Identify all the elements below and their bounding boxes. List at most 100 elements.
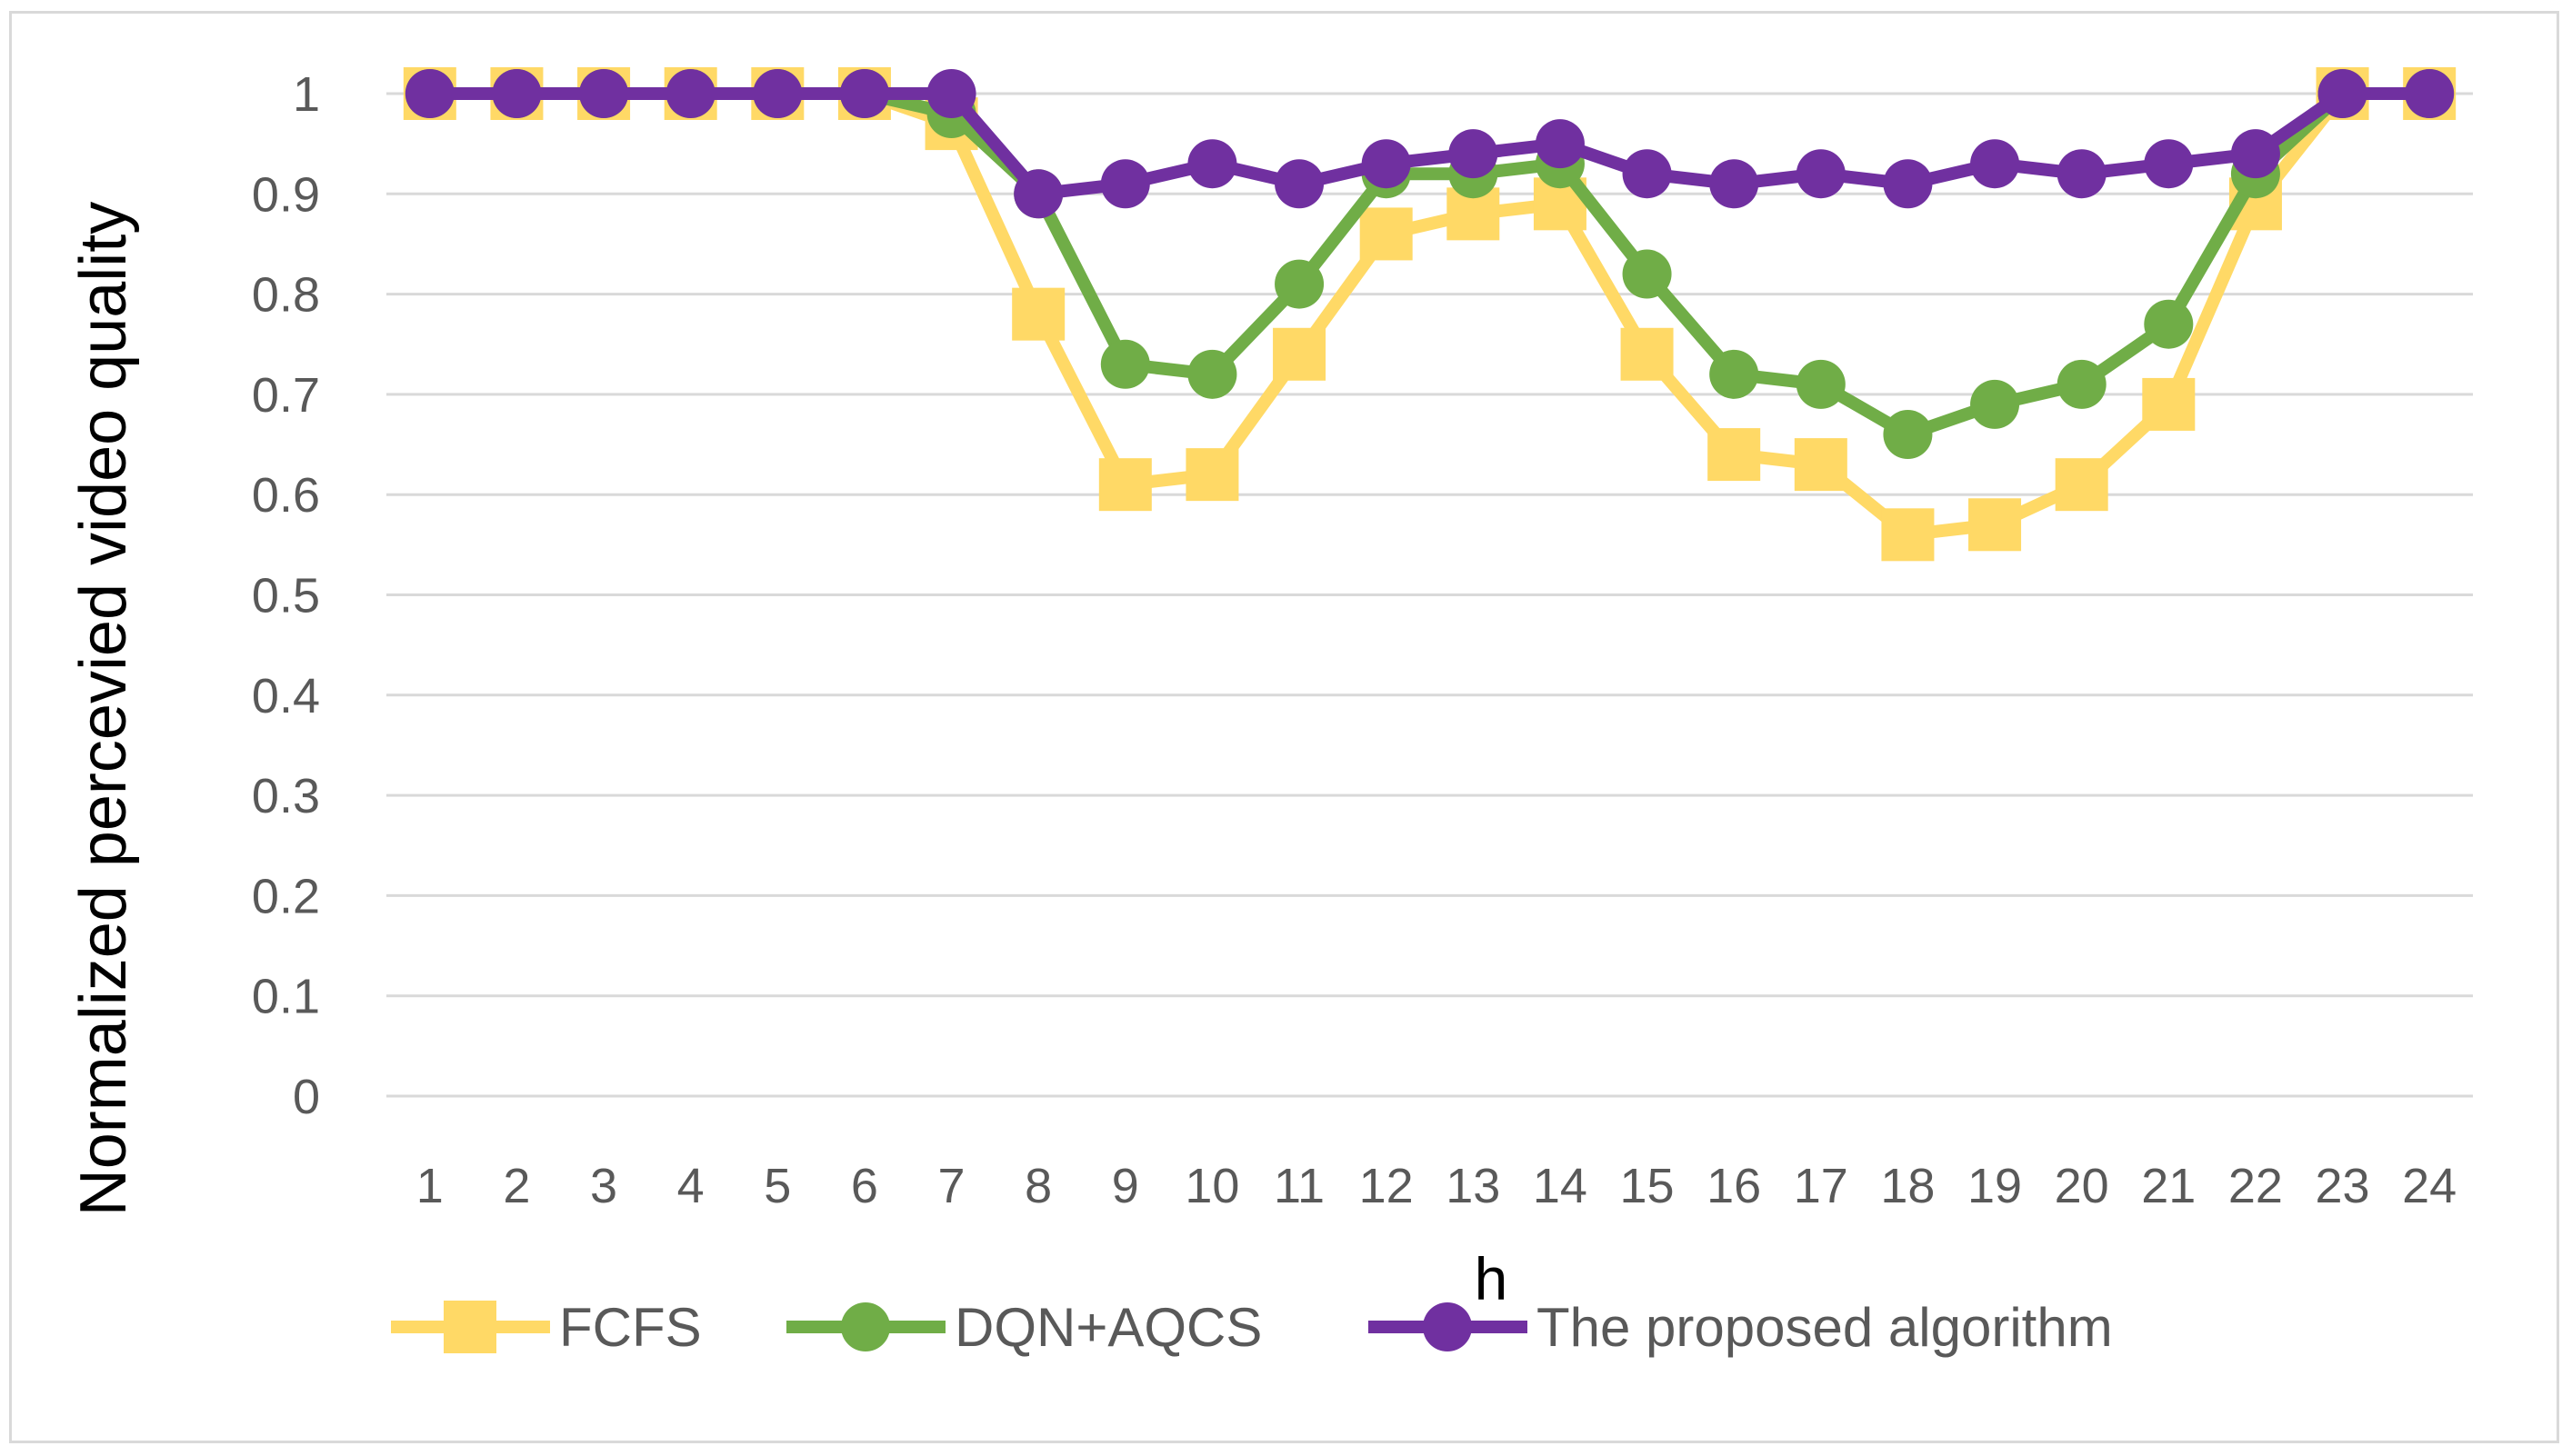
legend-item: The proposed algorithm [1368,1297,2113,1358]
y-axis-ticks: 0 0.1 0.2 0.3 0.4 0.5 0.6 0.7 0.8 0.9 1 [252,67,320,1124]
legend-label: The proposed algorithm [1536,1297,2113,1358]
data-point [1622,149,1672,199]
y-tick-label: 0.9 [252,167,320,222]
x-tick-label: 7 [938,1159,966,1213]
data-point [2055,458,2108,512]
legend-item: FCFS [391,1297,702,1358]
data-point [2144,299,2194,349]
x-tick-label: 15 [1620,1159,1675,1213]
x-tick-label: 19 [1967,1159,2022,1213]
x-axis-ticks: 1 2 3 4 5 6 7 8 9 10 11 12 13 14 15 16 17 18 19 20 21 22 23 24 [416,1159,2457,1213]
data-point [1361,139,1411,189]
x-tick-label: 9 [1112,1159,1139,1213]
data-point [1883,410,1933,460]
data-point [2057,359,2107,409]
x-tick-label: 24 [2402,1159,2457,1213]
x-tick-label: 1 [416,1159,444,1213]
data-point [492,69,542,118]
y-tick-label: 0.7 [252,368,320,423]
data-point [405,69,455,118]
legend-item: DQN+AQCS [786,1297,1262,1358]
data-point [839,69,889,118]
data-point [1709,349,1759,399]
y-tick-label: 0.2 [252,869,320,923]
series-the-proposed-algorithm [405,69,2455,219]
y-axis-label: Normalized percevied video quality [67,202,140,1217]
data-point [1620,327,1674,381]
data-point [1100,159,1150,209]
data-point [2142,377,2196,431]
x-tick-label: 11 [1274,1159,1325,1213]
legend-label: FCFS [559,1297,702,1358]
data-point [1186,448,1239,502]
data-point [1275,259,1325,309]
data-point [1709,159,1759,209]
x-tick-label: 8 [1025,1159,1052,1213]
y-tick-label: 1 [293,67,320,122]
x-tick-label: 17 [1794,1159,1848,1213]
data-point [2057,149,2107,199]
data-point [1970,379,2020,429]
series-layer [403,67,2457,562]
data-point [1707,428,1761,482]
data-point [1622,249,1672,299]
x-tick-label: 20 [2055,1159,2109,1213]
data-point [1448,129,1498,179]
data-point [753,69,803,118]
data-point [1100,339,1150,389]
x-tick-label: 14 [1533,1159,1587,1213]
legend: FCFS DQN+AQCS The proposed algorithm [391,1297,2113,1358]
y-tick-label: 0.5 [252,569,320,623]
data-point [1187,139,1237,189]
x-tick-label: 10 [1185,1159,1239,1213]
legend-marker [841,1302,890,1351]
data-point [2317,69,2367,118]
data-point [1968,498,2022,552]
x-tick-label: 22 [2228,1159,2283,1213]
x-tick-label: 12 [1359,1159,1414,1213]
y-tick-label: 0 [293,1070,320,1124]
data-point [1796,359,1846,409]
data-point [666,69,716,118]
data-point [2230,129,2280,179]
data-point [579,69,629,118]
data-point [1794,438,1847,492]
data-point [1881,508,1935,562]
data-point [2144,139,2194,189]
data-point [1012,287,1066,341]
data-point [926,69,976,118]
x-tick-label: 21 [2141,1159,2196,1213]
gridlines [386,92,2473,1098]
data-point [1275,159,1325,209]
y-tick-label: 0.6 [252,468,320,523]
x-tick-label: 5 [764,1159,791,1213]
data-point [1098,458,1152,512]
data-point [1535,119,1585,169]
x-tick-label: 13 [1446,1159,1500,1213]
x-tick-label: 23 [2316,1159,2370,1213]
data-point [1273,327,1326,381]
x-tick-label: 4 [677,1159,705,1213]
chart-frame [9,11,2559,1443]
data-point [1796,149,1846,199]
x-tick-label: 16 [1706,1159,1761,1213]
x-tick-label: 18 [1880,1159,1935,1213]
x-tick-label: 3 [590,1159,617,1213]
data-point [1187,349,1237,399]
series-line [429,87,2430,442]
data-point [1014,169,1064,219]
legend-label: DQN+AQCS [955,1297,1262,1358]
data-point [2405,69,2455,118]
legend-marker [444,1301,496,1353]
legend-marker [1423,1302,1472,1351]
data-point [1883,159,1933,209]
y-tick-label: 0.3 [252,769,320,823]
x-tick-label: 6 [851,1159,878,1213]
data-point [1359,207,1413,261]
y-tick-label: 0.8 [252,268,320,323]
x-axis-label: h [1475,1245,1508,1312]
y-tick-label: 0.1 [252,970,320,1024]
data-point [1970,139,2020,189]
y-tick-label: 0.4 [252,669,320,723]
